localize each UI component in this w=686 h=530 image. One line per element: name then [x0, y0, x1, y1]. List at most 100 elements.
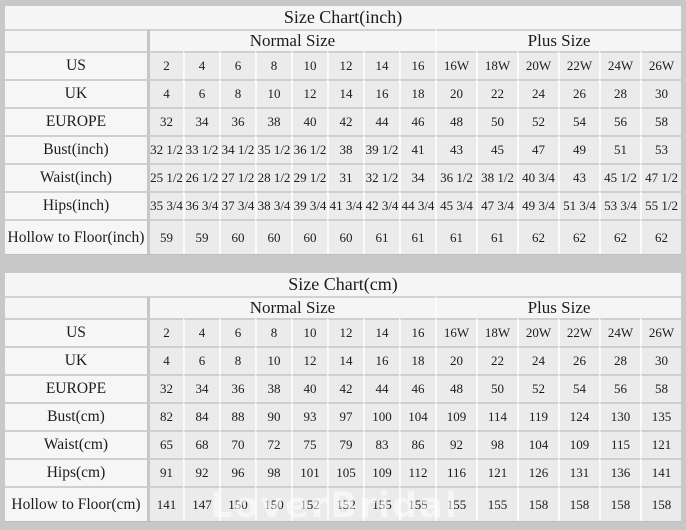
table-cell: 36: [219, 374, 255, 402]
table-cell: 51: [599, 135, 640, 163]
table-cell: 40: [291, 107, 327, 135]
table-cell: 104: [399, 402, 435, 430]
table-cell: 32 1/2: [147, 135, 183, 163]
table-cell: 45: [476, 135, 517, 163]
table-cell: 30: [640, 346, 682, 374]
table-row: UK 4 6 8 10 12 14 16 18 20 22 24 26 28 30: [5, 79, 682, 107]
row-label: US: [5, 318, 147, 346]
table-cell: 34: [183, 107, 219, 135]
table-cell: 27 1/2: [219, 163, 255, 191]
table-cell: 24: [517, 79, 558, 107]
column-group-header: Normal Size: [147, 29, 435, 51]
row-label: Hips(inch): [5, 191, 147, 219]
table-cell: 75: [291, 430, 327, 458]
table-row: Bust(cm) 82 84 88 90 93 97 100 104 109 114 119 124 13…: [5, 402, 682, 430]
table-cell: 46: [399, 107, 435, 135]
table-cell: 98: [255, 458, 291, 486]
table-cell: 44: [363, 374, 399, 402]
table-cell: 150: [255, 486, 291, 521]
title-row: Size Chart(inch): [5, 6, 682, 29]
table-cell: 121: [640, 430, 682, 458]
table-cell: 12: [327, 318, 363, 346]
table-cell: 39 3/4: [291, 191, 327, 219]
table-cell: 14: [327, 346, 363, 374]
table-title: Size Chart(cm): [5, 273, 682, 296]
table-cell: 65: [147, 430, 183, 458]
table-cell: 10: [291, 51, 327, 79]
table-cell: 155: [363, 486, 399, 521]
column-group-header: Normal Size: [147, 296, 435, 318]
table-cell: 22W: [558, 51, 599, 79]
table-cell: 4: [147, 79, 183, 107]
table-cell: 34 1/2: [219, 135, 255, 163]
table-cell: 47: [517, 135, 558, 163]
table-cell: 147: [183, 486, 219, 521]
table-cell: 53 3/4: [599, 191, 640, 219]
table-cell: 16: [363, 346, 399, 374]
table-cell: 24: [517, 346, 558, 374]
table-cell: 109: [558, 430, 599, 458]
table-cell: 20W: [517, 51, 558, 79]
table-row: UK 4 6 8 10 12 14 16 18 20 22 24 26 28 30: [5, 346, 682, 374]
table-cell: 32 1/2: [363, 163, 399, 191]
table-cell: 8: [255, 51, 291, 79]
table-cell: 53: [640, 135, 682, 163]
table-cell: 91: [147, 458, 183, 486]
table-cell: 16W: [435, 318, 476, 346]
table-cell: 8: [219, 79, 255, 107]
row-label: EUROPE: [5, 107, 147, 135]
table-cell: 60: [327, 219, 363, 254]
table-cell: 105: [327, 458, 363, 486]
table-cell: 6: [219, 51, 255, 79]
table-cell: 24W: [599, 318, 640, 346]
table-cell: 2: [147, 51, 183, 79]
table-cell: 54: [558, 374, 599, 402]
table-cell: 155: [476, 486, 517, 521]
table-row: Hollow to Floor(inch) 59 59 60 60 60 60 61 61 61 6…: [5, 219, 682, 254]
table-cell: 49 3/4: [517, 191, 558, 219]
table-cell: 22: [476, 79, 517, 107]
size-chart-cm-table: Size Chart(cm) Normal Size Plus Size US 2 4 6 8…: [5, 273, 682, 522]
table-cell: 4: [147, 346, 183, 374]
table-cell: 131: [558, 458, 599, 486]
table-cell: 124: [558, 402, 599, 430]
table-cell: 47 1/2: [640, 163, 682, 191]
table-cell: 22: [476, 346, 517, 374]
table-cell: 41: [399, 135, 435, 163]
table-cell: 58: [640, 374, 682, 402]
table-cell: 36 1/2: [435, 163, 476, 191]
table-cell: 8: [219, 346, 255, 374]
table-cell: 38 3/4: [255, 191, 291, 219]
table-cell: 109: [435, 402, 476, 430]
table-cell: 35 3/4: [147, 191, 183, 219]
table-cell: 104: [517, 430, 558, 458]
column-group-header: Plus Size: [435, 296, 682, 318]
table-cell: 101: [291, 458, 327, 486]
row-label: US: [5, 51, 147, 79]
table-cell: 38 1/2: [476, 163, 517, 191]
table-cell: 50: [476, 107, 517, 135]
table-cell: 44: [363, 107, 399, 135]
table-cell: 10: [255, 79, 291, 107]
table-title: Size Chart(inch): [5, 6, 682, 29]
table-cell: 26: [558, 346, 599, 374]
table-cell: 68: [183, 430, 219, 458]
row-label: Bust(inch): [5, 135, 147, 163]
table-cell: 12: [327, 51, 363, 79]
table-cell: 31: [327, 163, 363, 191]
table-cell: 55 1/2: [640, 191, 682, 219]
table-row: Hips(inch) 35 3/4 36 3/4 37 3/4 38 3/4 39 3/4…: [5, 191, 682, 219]
table-cell: 70: [219, 430, 255, 458]
table-cell: 16W: [435, 51, 476, 79]
row-label: Waist(inch): [5, 163, 147, 191]
table-cell: 100: [363, 402, 399, 430]
table-row: EUROPE 32 34 36 38 40 42 44 46 48 50 52 54 56 58: [5, 374, 682, 402]
table-cell: 135: [640, 402, 682, 430]
table-cell: 60: [291, 219, 327, 254]
table-row: Waist(inch) 25 1/2 26 1/2 27 1/2 28 1/2 29 1/…: [5, 163, 682, 191]
table-cell: 33 1/2: [183, 135, 219, 163]
table-cell: 97: [327, 402, 363, 430]
table-cell: 12: [291, 79, 327, 107]
table-cell: 32: [147, 374, 183, 402]
table-cell: 8: [255, 318, 291, 346]
